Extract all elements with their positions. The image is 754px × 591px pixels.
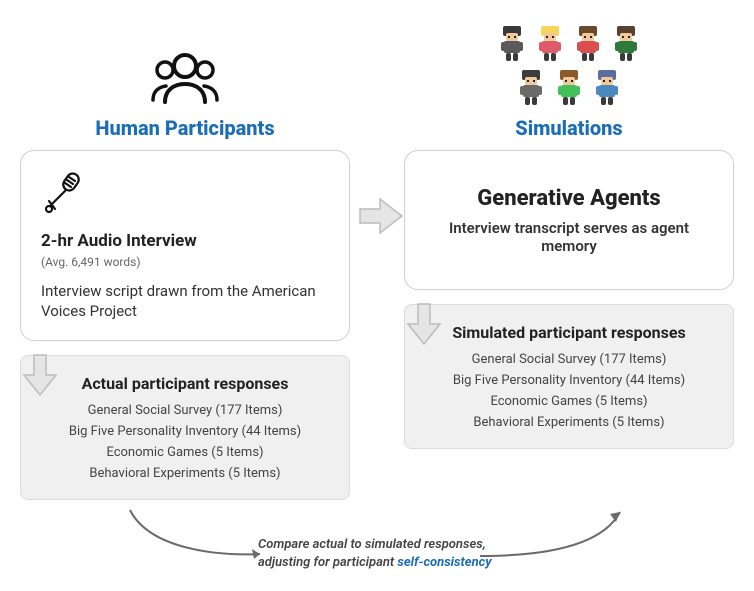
simulated-responses-list: General Social Survey (177 Items) Big Fi… (425, 352, 713, 430)
avatar-sprite (552, 68, 586, 108)
generative-agents-card: Generative Agents Interview transcript s… (404, 150, 734, 290)
resp-line: Behavioral Experiments (5 Items) (89, 466, 280, 481)
interview-desc: Interview script drawn from the American… (41, 281, 329, 322)
left-column: Human Participants 2-hr Audio Interview … (20, 10, 350, 500)
right-column: Simulations Generative Agents Interview … (404, 10, 734, 449)
diagram-root: Human Participants 2-hr Audio Interview … (0, 0, 754, 591)
left-header: Human Participants (20, 10, 350, 140)
ga-title: Generative Agents (425, 186, 713, 211)
resp-line: General Social Survey (177 Items) (88, 403, 283, 418)
resp-line: Big Five Personality Inventory (44 Items… (69, 424, 301, 439)
compare-line1: Compare actual to simulated responses, (258, 536, 518, 554)
curve-arrow-left (120, 506, 270, 570)
interview-text: 2-hr Audio Interview (Avg. 6,491 words) … (41, 231, 329, 322)
right-header: Simulations (404, 10, 734, 140)
resp-line: General Social Survey (177 Items) (472, 352, 667, 367)
right-title: Simulations (515, 116, 622, 140)
resp-line: Big Five Personality Inventory (44 Items… (453, 373, 685, 388)
actual-responses-list: General Social Survey (177 Items) Big Fi… (41, 403, 329, 481)
avatar-grid (484, 24, 654, 108)
avatar-sprite (590, 68, 624, 108)
compare-line2: adjusting for participant self-consisten… (258, 554, 518, 572)
ga-desc: Interview transcript serves as agent mem… (425, 219, 713, 255)
avatar-sprite (533, 24, 567, 64)
avatar-sprite (514, 68, 548, 108)
down-arrow-right (404, 302, 734, 350)
right-arrow-icon (358, 196, 404, 240)
resp-line: Behavioral Experiments (5 Items) (473, 415, 664, 430)
interview-card: 2-hr Audio Interview (Avg. 6,491 words) … (20, 150, 350, 341)
left-title: Human Participants (95, 116, 274, 140)
resp-line: Economic Games (5 Items) (106, 445, 263, 460)
avatar-sprite (609, 24, 643, 64)
interview-subtitle: (Avg. 6,491 words) (41, 255, 329, 269)
avatar-sprite (571, 24, 605, 64)
down-arrow-left (20, 353, 350, 401)
resp-line: Economic Games (5 Items) (490, 394, 647, 409)
avatar-sprite (495, 24, 529, 64)
people-icon (149, 50, 221, 108)
compare-caption: Compare actual to simulated responses, a… (258, 536, 518, 572)
interview-title: 2-hr Audio Interview (41, 231, 329, 251)
microphone-icon (41, 169, 87, 219)
